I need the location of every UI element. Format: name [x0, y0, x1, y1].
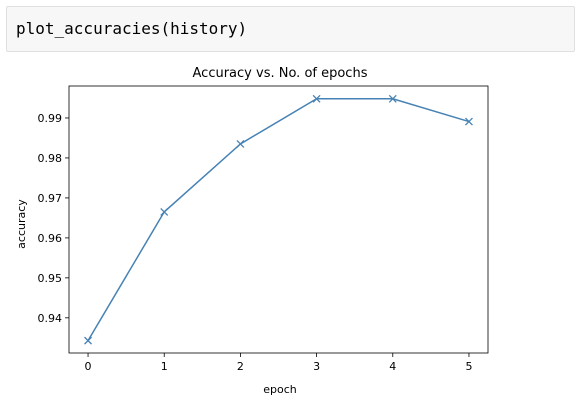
- x-tick-label: 2: [237, 360, 244, 373]
- x-tick-label: 1: [161, 360, 168, 373]
- x-axis-label: epoch: [263, 383, 297, 396]
- data-point-marker: [161, 208, 168, 215]
- data-point-marker: [85, 337, 92, 344]
- y-tick-label: 0.98: [38, 152, 63, 165]
- y-tick-label: 0.96: [38, 232, 63, 245]
- y-tick-label: 0.95: [38, 272, 63, 285]
- chart-title: Accuracy vs. No. of epochs: [193, 66, 368, 81]
- axes-frame: [69, 86, 488, 353]
- x-tick-label: 3: [313, 360, 320, 373]
- y-axis-label: accuracy: [15, 199, 28, 249]
- plot-area: 0 1 2 3 4 5 0.94 0.95 0.96 0.97 0.98 0.99: [38, 86, 489, 373]
- series-line: [88, 99, 469, 341]
- y-tick-label: 0.99: [38, 112, 63, 125]
- y-tick-label: 0.97: [38, 192, 63, 205]
- y-tick-label: 0.94: [38, 312, 63, 325]
- x-tick-label: 4: [389, 360, 396, 373]
- data-point-marker: [237, 140, 244, 147]
- x-tick-label: 0: [85, 360, 92, 373]
- x-tick-label: 5: [465, 360, 472, 373]
